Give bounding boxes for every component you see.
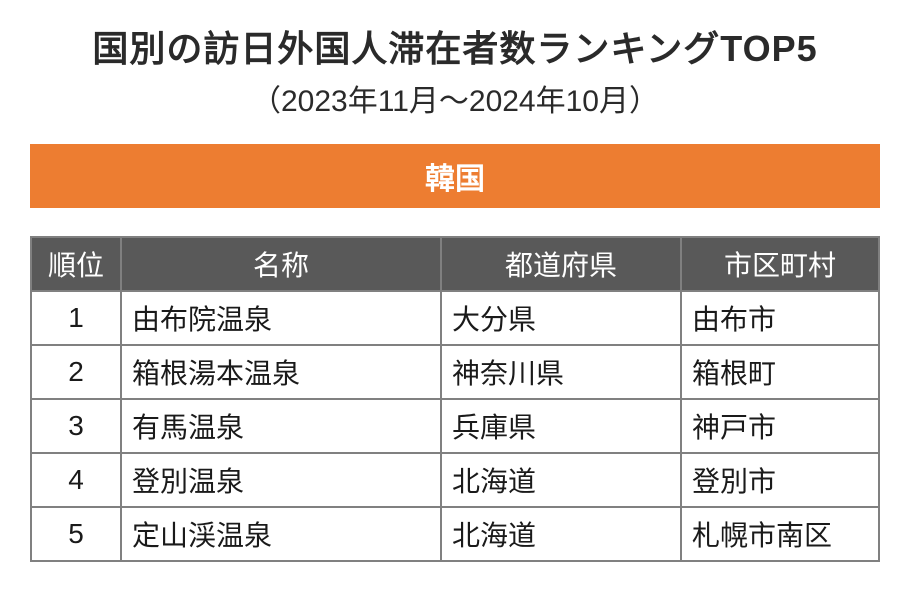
cell-city: 由布市 — [681, 291, 879, 345]
country-header: 韓国 — [30, 144, 880, 208]
cell-pref: 神奈川県 — [441, 345, 681, 399]
cell-name: 由布院温泉 — [121, 291, 441, 345]
cell-pref: 北海道 — [441, 507, 681, 561]
cell-rank: 3 — [31, 399, 121, 453]
cell-name: 定山渓温泉 — [121, 507, 441, 561]
cell-name: 有馬温泉 — [121, 399, 441, 453]
col-name: 名称 — [121, 237, 441, 291]
table-row: 3 有馬温泉 兵庫県 神戸市 — [31, 399, 879, 453]
cell-city: 札幌市南区 — [681, 507, 879, 561]
cell-rank: 5 — [31, 507, 121, 561]
page-subtitle: （2023年11月〜2024年10月） — [30, 76, 880, 120]
ranking-table: 順位 名称 都道府県 市区町村 1 由布院温泉 大分県 由布市 2 箱根湯本温泉… — [30, 236, 880, 562]
cell-name: 登別温泉 — [121, 453, 441, 507]
table-row: 4 登別温泉 北海道 登別市 — [31, 453, 879, 507]
cell-pref: 大分県 — [441, 291, 681, 345]
col-pref: 都道府県 — [441, 237, 681, 291]
cell-city: 登別市 — [681, 453, 879, 507]
cell-city: 箱根町 — [681, 345, 879, 399]
cell-rank: 4 — [31, 453, 121, 507]
page-title: 国別の訪日外国人滞在者数ランキングTOP5 — [30, 20, 880, 72]
table-row: 1 由布院温泉 大分県 由布市 — [31, 291, 879, 345]
cell-city: 神戸市 — [681, 399, 879, 453]
cell-pref: 北海道 — [441, 453, 681, 507]
cell-rank: 1 — [31, 291, 121, 345]
col-rank: 順位 — [31, 237, 121, 291]
col-city: 市区町村 — [681, 237, 879, 291]
table-row: 2 箱根湯本温泉 神奈川県 箱根町 — [31, 345, 879, 399]
table-row: 5 定山渓温泉 北海道 札幌市南区 — [31, 507, 879, 561]
cell-name: 箱根湯本温泉 — [121, 345, 441, 399]
table-header-row: 順位 名称 都道府県 市区町村 — [31, 237, 879, 291]
cell-pref: 兵庫県 — [441, 399, 681, 453]
cell-rank: 2 — [31, 345, 121, 399]
